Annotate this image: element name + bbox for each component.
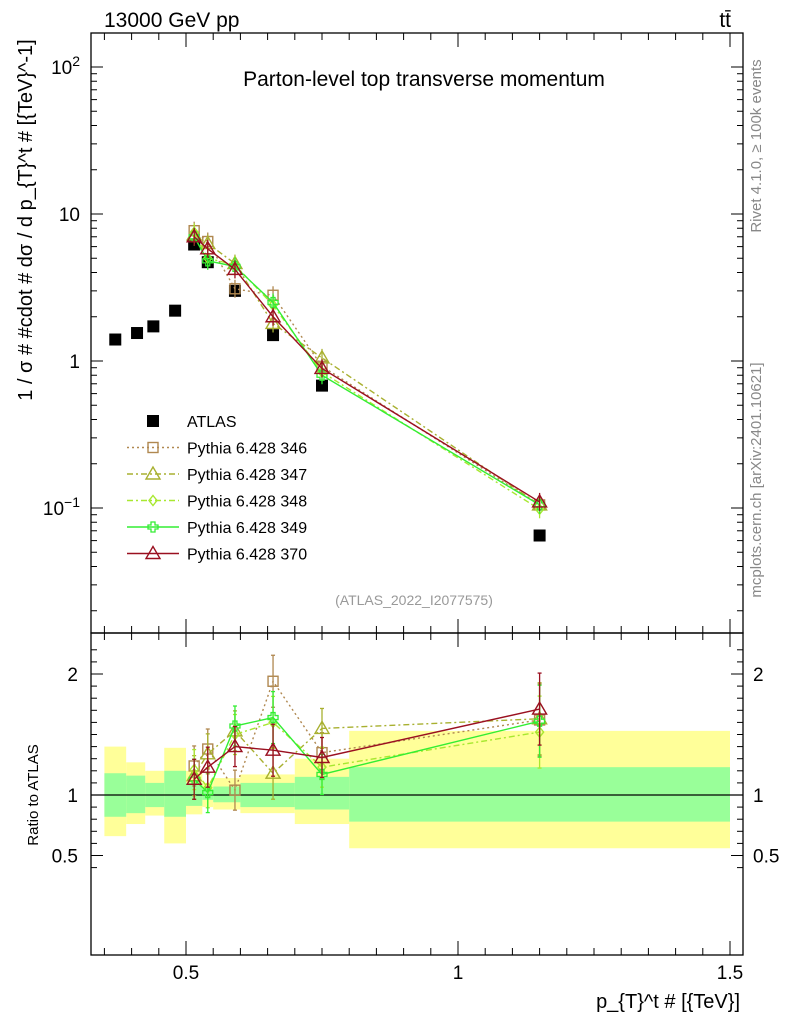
- main-data-point: [264, 308, 282, 323]
- ratio-data-point: [533, 715, 546, 727]
- ratio-band-inner: [349, 767, 730, 822]
- ratio-band-inner: [213, 786, 241, 803]
- x-axis-label: p_{T}^t # [{TeV}]: [596, 991, 740, 1013]
- main-series-line: [193, 230, 540, 506]
- main-y-tick-label: 1: [69, 352, 80, 373]
- ratio-data-point: [229, 784, 241, 796]
- x-tick-label: 1.5: [717, 963, 743, 984]
- legend-label: Pythia 6.428 370: [187, 547, 307, 564]
- rivet-version-label: Rivet 4.1.0, ≥ 100k events: [748, 59, 765, 232]
- legend-marker: [147, 441, 159, 454]
- main-data-point: [267, 296, 279, 309]
- main-data-point: [202, 255, 214, 267]
- legend-label: Pythia 6.428 349: [187, 520, 307, 537]
- main-data-point: [267, 329, 280, 342]
- main-data-point: [199, 240, 216, 255]
- legend: ATLAS Pythia 6.428 346 Pythia 6.428 347 Pyt…: [127, 414, 307, 564]
- main-data-point: [534, 503, 545, 516]
- main-series-line: [193, 236, 540, 506]
- legend-marker: [144, 465, 162, 480]
- main-data-point: [226, 260, 244, 276]
- energy-label: 13000 GeV pp: [104, 9, 239, 32]
- ratio-y-tick-label-right: 1: [753, 786, 764, 807]
- ratio-y-tick-label-right: 0.5: [753, 847, 779, 868]
- ratio-y-tick-label: 0.5: [52, 847, 78, 868]
- mcplots-label: mcplots.cern.ch [arXiv:2401.10621]: [748, 362, 765, 597]
- ratio-data-point: [267, 711, 279, 724]
- ratio-data-point: [531, 700, 548, 715]
- legend-label: Pythia 6.428 347: [187, 467, 307, 484]
- ratio-data-point: [316, 768, 328, 781]
- legend-label: Pythia 6.428 348: [187, 494, 307, 511]
- main-data-point: [316, 379, 328, 392]
- ratio-y-tick-label-right: 2: [753, 665, 764, 686]
- main-y-axis-label: 1 / σ # #cdot # dσ / d p_{T}^t # [{TeV}^…: [15, 39, 37, 400]
- ratio-data-point: [264, 764, 282, 779]
- main-series-line: [193, 234, 540, 506]
- main-data-point: [131, 327, 144, 340]
- ratio-band-inner: [164, 770, 186, 817]
- main-data-point: [313, 360, 331, 375]
- main-frame: [90, 32, 744, 634]
- legend-marker: [147, 521, 159, 533]
- ratio-data-point: [199, 758, 216, 773]
- ratio-data-point: [313, 749, 331, 764]
- ratio-y-tick-label: 1: [67, 786, 78, 807]
- main-y-tick-label: 102: [51, 53, 80, 79]
- legend-label: ATLAS: [187, 414, 237, 431]
- main-y-tick-label: 10−1: [43, 494, 80, 520]
- x-tick-label: 0.5: [173, 963, 199, 984]
- main-data-point: [531, 493, 548, 508]
- main-data-point: [169, 304, 182, 317]
- ratio-data-point: [264, 741, 282, 756]
- analysis-id-label: (ATLAS_2022_I2077575): [335, 592, 493, 608]
- ratio-data-point: [226, 738, 244, 753]
- ratio-data-point: [229, 720, 241, 732]
- main-data-point: [147, 320, 160, 333]
- main-data-point: [229, 283, 241, 295]
- ratio-data-point: [313, 720, 331, 735]
- main-y-tick-label: 10: [59, 205, 80, 226]
- ratio-series-line: [193, 708, 540, 780]
- ratio-data-point: [185, 770, 203, 785]
- ratio-data-point: [267, 675, 279, 687]
- main-data-point: [185, 228, 203, 243]
- main-panel: 10−1 1 10 102: [43, 32, 744, 634]
- x-tick-label: 1: [453, 963, 464, 984]
- main-data-point: [109, 333, 122, 346]
- legend-marker: [148, 494, 158, 507]
- chart-title: Parton-level top transverse momentum: [243, 68, 605, 91]
- ratio-band-inner: [126, 775, 146, 814]
- process-label: tt̄: [719, 9, 731, 32]
- legend-label: Pythia 6.428 346: [187, 441, 307, 458]
- ratio-y-axis-label: Ratio to ATLAS: [25, 744, 42, 845]
- ratio-series-line: [193, 718, 540, 777]
- main-data-point: [533, 529, 546, 542]
- main-data-point: [264, 315, 282, 330]
- legend-marker: [144, 545, 162, 560]
- ratio-y-tick-label: 2: [67, 665, 78, 686]
- ratio-data-point: [202, 786, 214, 799]
- legend-marker: [147, 415, 159, 427]
- ratio-panel: 0.5 1 1.5 0.5 0.5 1 1 2 2: [52, 632, 779, 984]
